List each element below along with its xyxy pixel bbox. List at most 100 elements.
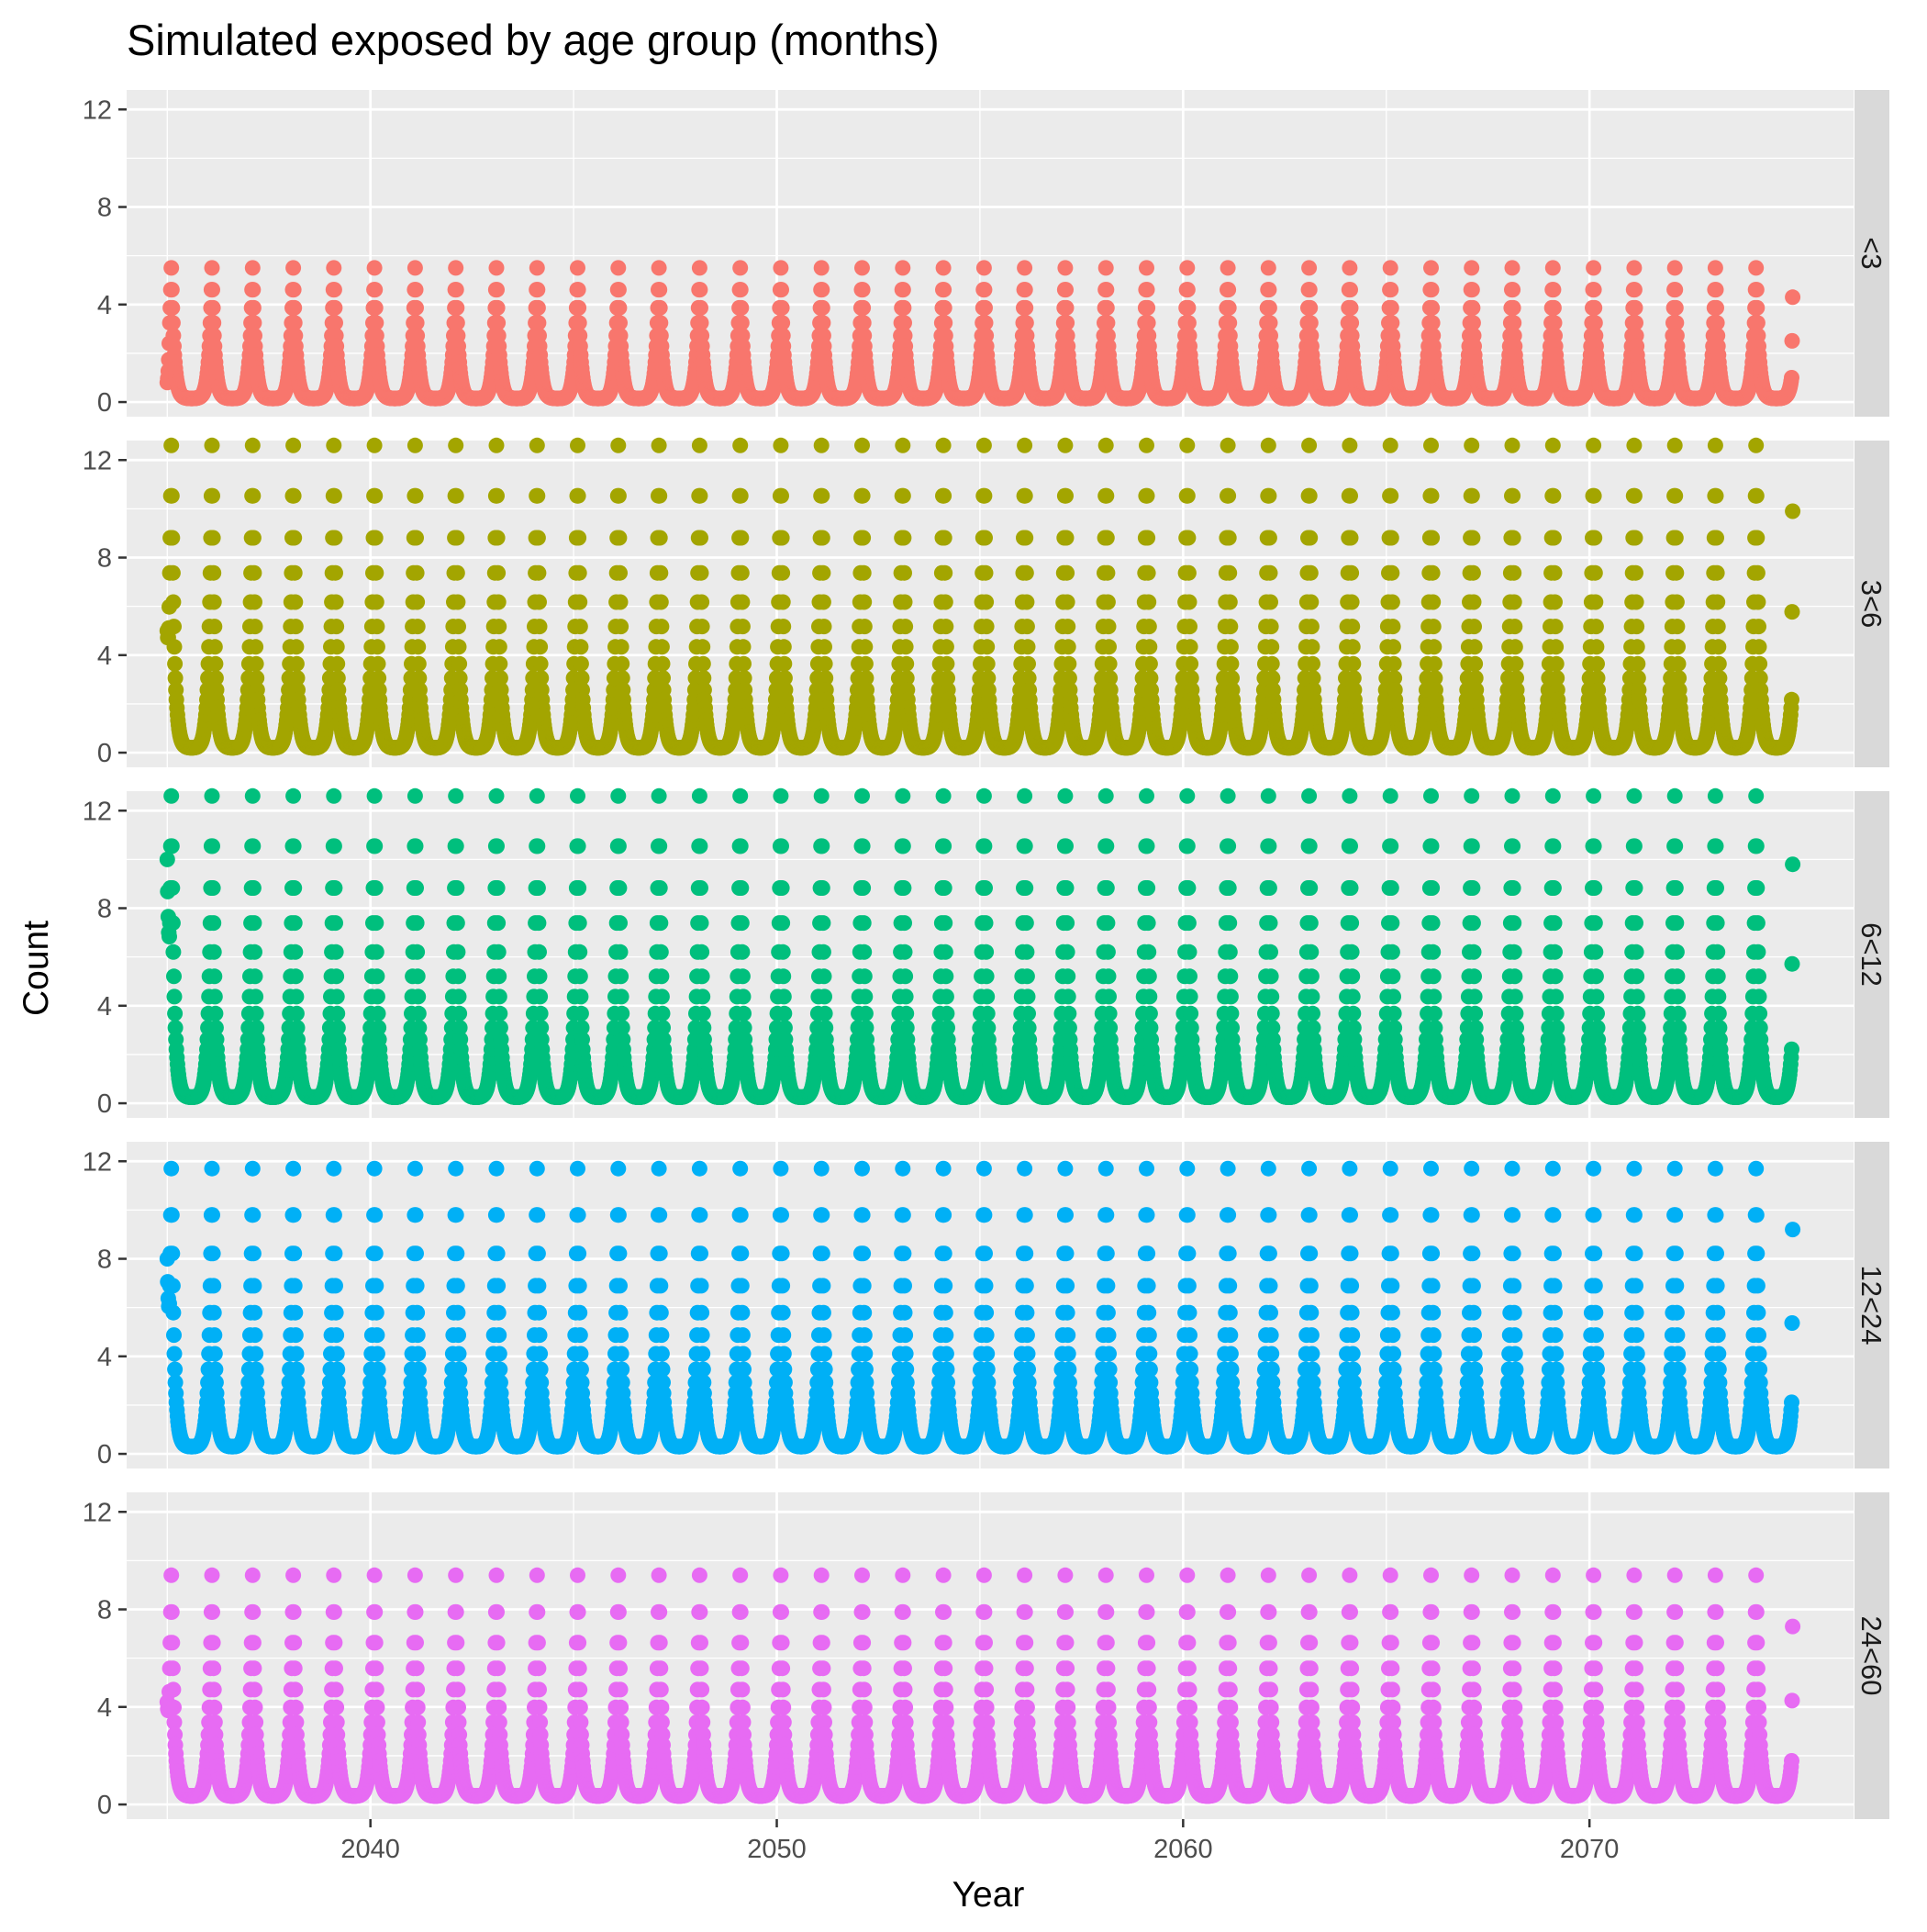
data-point — [1221, 300, 1237, 316]
data-point — [408, 530, 424, 546]
data-point — [1019, 619, 1035, 634]
data-point — [980, 656, 996, 672]
data-point — [1058, 282, 1074, 297]
data-point — [533, 656, 549, 672]
data-point — [245, 282, 261, 297]
data-point — [285, 438, 301, 453]
data-point — [1059, 300, 1075, 316]
data-point — [613, 595, 629, 610]
data-point — [1668, 300, 1684, 316]
data-point — [451, 619, 466, 634]
data-point — [978, 565, 994, 581]
data-point — [1383, 260, 1398, 275]
data-point — [529, 282, 545, 297]
data-point — [814, 260, 830, 275]
facet-strip-label: <3 — [1855, 237, 1888, 269]
data-point — [206, 530, 221, 546]
data-point — [774, 530, 790, 546]
data-point — [1020, 639, 1036, 654]
data-point — [938, 619, 953, 634]
data-point — [854, 438, 870, 453]
data-point — [610, 260, 626, 275]
data-point — [329, 619, 344, 634]
data-point — [206, 300, 221, 316]
data-point — [164, 282, 180, 297]
data-point — [367, 488, 383, 504]
data-point — [854, 260, 870, 275]
data-point — [1424, 282, 1440, 297]
data-point — [896, 488, 911, 504]
data-point — [449, 530, 464, 546]
data-point — [897, 619, 913, 634]
data-point — [1220, 260, 1236, 275]
data-point — [163, 438, 179, 453]
data-point — [327, 282, 342, 297]
data-point — [450, 595, 465, 610]
data-point — [410, 639, 426, 654]
data-point — [774, 565, 790, 581]
data-point — [976, 260, 992, 275]
data-point — [652, 530, 668, 546]
data-point — [976, 282, 992, 297]
data-point — [1302, 282, 1318, 297]
data-point — [938, 595, 953, 610]
data-point — [936, 282, 952, 297]
data-point — [855, 300, 871, 316]
data-point — [733, 300, 749, 316]
y-tick-label: 8 — [97, 194, 112, 223]
data-point — [1465, 282, 1480, 297]
data-point — [409, 595, 425, 610]
data-point — [652, 565, 668, 581]
data-point — [530, 300, 546, 316]
data-point — [773, 260, 788, 275]
data-point — [449, 300, 464, 316]
data-point — [1667, 260, 1683, 275]
data-point — [1626, 260, 1642, 275]
data-point — [246, 530, 262, 546]
data-point — [734, 565, 750, 581]
data-point — [451, 639, 467, 654]
data-point — [245, 260, 261, 275]
data-point — [529, 488, 545, 504]
data-point — [1098, 282, 1114, 297]
data-point — [532, 639, 548, 654]
data-point — [898, 639, 914, 654]
data-point — [449, 282, 464, 297]
data-point — [936, 260, 952, 275]
data-point — [1180, 282, 1196, 297]
data-point — [289, 656, 305, 672]
data-point — [327, 300, 342, 316]
data-point — [1179, 260, 1195, 275]
data-point — [207, 656, 223, 672]
data-point — [489, 260, 505, 275]
data-point — [936, 488, 952, 504]
data-point — [1749, 300, 1765, 316]
data-point — [573, 619, 588, 634]
data-point — [614, 656, 629, 672]
data-point — [408, 300, 424, 316]
data-point — [1628, 300, 1643, 316]
data-point — [774, 282, 789, 297]
data-point — [979, 619, 995, 634]
data-point — [735, 619, 751, 634]
data-point — [976, 438, 992, 453]
data-point — [733, 488, 749, 504]
data-point — [574, 656, 589, 672]
data-point — [570, 438, 585, 453]
data-point — [978, 595, 994, 610]
data-point — [326, 260, 341, 275]
data-point — [245, 438, 261, 453]
data-point — [776, 656, 792, 672]
data-point — [733, 282, 749, 297]
data-point — [167, 656, 183, 672]
data-point — [1785, 333, 1800, 349]
data-point — [205, 282, 220, 297]
data-point — [736, 656, 752, 672]
data-point — [1099, 300, 1115, 316]
data-point — [977, 300, 993, 316]
data-point — [1017, 260, 1032, 275]
data-point — [530, 565, 546, 581]
data-point — [286, 530, 302, 546]
data-point — [736, 639, 752, 654]
data-point — [856, 595, 872, 610]
